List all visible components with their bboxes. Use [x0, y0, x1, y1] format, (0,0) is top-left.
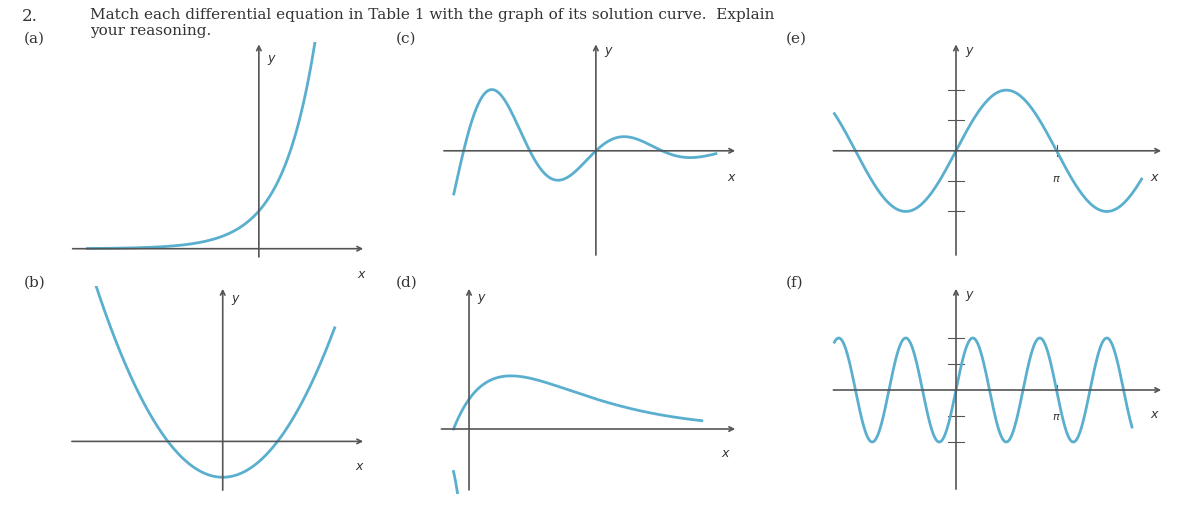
- Text: 2.: 2.: [22, 8, 37, 25]
- Text: y: y: [966, 44, 973, 57]
- Text: y: y: [268, 51, 275, 64]
- Text: y: y: [605, 44, 612, 57]
- Text: x: x: [721, 447, 728, 461]
- Text: (a): (a): [24, 31, 46, 45]
- Text: (d): (d): [396, 276, 418, 290]
- Text: $\pi$: $\pi$: [1052, 174, 1061, 184]
- Text: y: y: [232, 292, 239, 305]
- Text: (b): (b): [24, 276, 46, 290]
- Text: $\pi$: $\pi$: [1052, 412, 1061, 422]
- Text: (c): (c): [396, 31, 416, 45]
- Text: y: y: [478, 291, 485, 304]
- Text: x: x: [1150, 409, 1157, 421]
- Text: x: x: [1150, 171, 1157, 184]
- Text: Match each differential equation in Table 1 with the graph of its solution curve: Match each differential equation in Tabl…: [90, 8, 774, 38]
- Text: x: x: [727, 171, 734, 184]
- Text: (e): (e): [786, 31, 806, 45]
- Text: (f): (f): [786, 276, 804, 290]
- Text: x: x: [356, 268, 365, 281]
- Text: y: y: [966, 288, 973, 301]
- Text: x: x: [355, 460, 362, 473]
